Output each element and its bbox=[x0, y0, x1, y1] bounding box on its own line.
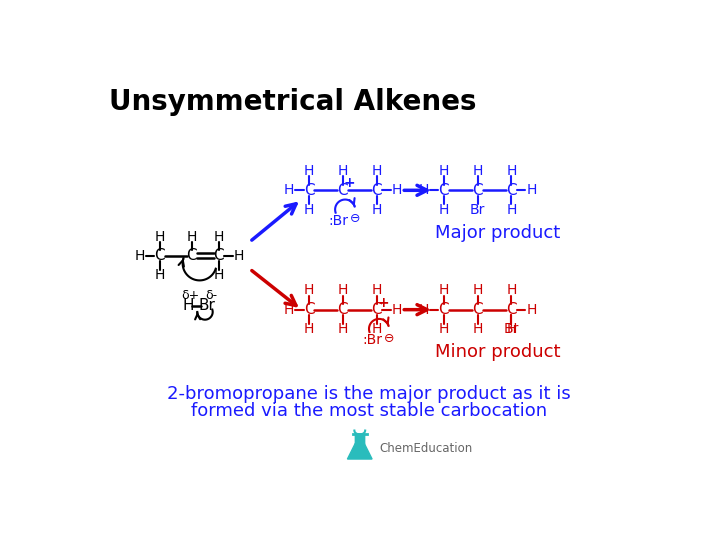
Text: H: H bbox=[526, 183, 536, 197]
Text: +: + bbox=[344, 177, 356, 191]
Text: H: H bbox=[372, 284, 382, 298]
Text: Br: Br bbox=[470, 202, 485, 217]
Text: H: H bbox=[506, 164, 517, 178]
Text: H: H bbox=[506, 284, 517, 298]
Text: H: H bbox=[472, 322, 482, 336]
Text: Major product: Major product bbox=[435, 224, 560, 242]
Polygon shape bbox=[348, 444, 372, 459]
Text: ⊖: ⊖ bbox=[384, 332, 395, 345]
Text: C: C bbox=[506, 302, 517, 317]
Text: Unsymmetrical Alkenes: Unsymmetrical Alkenes bbox=[109, 88, 476, 116]
Text: C: C bbox=[304, 302, 314, 317]
Text: H: H bbox=[438, 322, 449, 336]
Text: H: H bbox=[372, 202, 382, 217]
Text: :Br: :Br bbox=[362, 334, 382, 347]
Text: H: H bbox=[154, 268, 165, 282]
Text: H: H bbox=[418, 183, 429, 197]
Text: H: H bbox=[304, 202, 314, 217]
Text: δ+: δ+ bbox=[181, 288, 199, 301]
Text: H: H bbox=[392, 302, 402, 316]
Text: C: C bbox=[304, 183, 314, 198]
Text: Br: Br bbox=[199, 298, 216, 313]
Text: H: H bbox=[392, 183, 402, 197]
Text: C: C bbox=[214, 248, 224, 264]
Polygon shape bbox=[355, 434, 364, 444]
Text: C: C bbox=[506, 183, 517, 198]
Text: δ-: δ- bbox=[205, 288, 217, 301]
Text: H: H bbox=[182, 298, 194, 313]
Text: H: H bbox=[284, 302, 294, 316]
Text: H: H bbox=[472, 164, 482, 178]
Text: H: H bbox=[506, 322, 517, 336]
Text: Br: Br bbox=[504, 322, 519, 336]
Text: :Br: :Br bbox=[328, 214, 348, 228]
Text: H: H bbox=[214, 230, 224, 244]
Text: C: C bbox=[154, 248, 165, 264]
Text: C: C bbox=[372, 302, 382, 317]
Text: H: H bbox=[304, 322, 314, 336]
Text: H: H bbox=[372, 164, 382, 178]
Text: H: H bbox=[234, 249, 244, 263]
Text: H: H bbox=[214, 268, 224, 282]
Text: Minor product: Minor product bbox=[435, 343, 560, 361]
Text: C: C bbox=[372, 183, 382, 198]
Text: H: H bbox=[154, 230, 165, 244]
Text: H: H bbox=[338, 164, 348, 178]
Text: H: H bbox=[438, 164, 449, 178]
Text: H: H bbox=[372, 322, 382, 336]
Text: formed via the most stable carbocation: formed via the most stable carbocation bbox=[191, 402, 547, 420]
Text: ChemEducation: ChemEducation bbox=[379, 442, 472, 455]
Text: +: + bbox=[378, 296, 390, 310]
Text: H: H bbox=[418, 302, 429, 316]
Text: H: H bbox=[438, 284, 449, 298]
Text: H: H bbox=[338, 322, 348, 336]
Text: H: H bbox=[506, 202, 517, 217]
Text: H: H bbox=[304, 164, 314, 178]
Text: ⊖: ⊖ bbox=[350, 212, 361, 225]
Text: C: C bbox=[472, 183, 483, 198]
Text: C: C bbox=[186, 248, 197, 264]
Text: C: C bbox=[338, 183, 348, 198]
Text: C: C bbox=[438, 302, 449, 317]
Text: H: H bbox=[438, 202, 449, 217]
Text: C: C bbox=[438, 183, 449, 198]
Text: C: C bbox=[472, 302, 483, 317]
Text: H: H bbox=[284, 183, 294, 197]
Text: H: H bbox=[338, 284, 348, 298]
Text: H: H bbox=[186, 230, 197, 244]
Text: H: H bbox=[472, 284, 482, 298]
Text: H: H bbox=[135, 249, 145, 263]
Text: H: H bbox=[304, 284, 314, 298]
Text: H: H bbox=[526, 302, 536, 316]
Text: C: C bbox=[338, 302, 348, 317]
Text: 2-bromopropane is the major product as it is: 2-bromopropane is the major product as i… bbox=[167, 386, 571, 403]
